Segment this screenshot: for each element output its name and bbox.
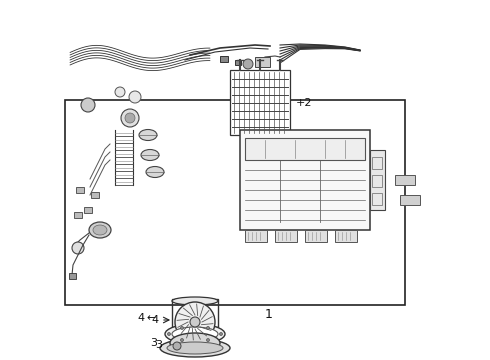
- Bar: [372, 157, 382, 169]
- Circle shape: [121, 109, 139, 127]
- Ellipse shape: [93, 225, 107, 235]
- Bar: [305, 230, 327, 242]
- Circle shape: [115, 87, 125, 97]
- Circle shape: [243, 59, 253, 69]
- Bar: [240, 130, 370, 230]
- Bar: [245, 138, 365, 160]
- Bar: [76, 187, 84, 193]
- Ellipse shape: [170, 333, 220, 353]
- Bar: [84, 207, 92, 213]
- Circle shape: [129, 91, 141, 103]
- Bar: [395, 175, 415, 185]
- Circle shape: [180, 338, 183, 342]
- Circle shape: [180, 327, 183, 329]
- Bar: [372, 193, 382, 205]
- Bar: [91, 192, 99, 198]
- Bar: [220, 56, 228, 62]
- Circle shape: [72, 242, 84, 254]
- Text: +2: +2: [296, 98, 313, 108]
- Circle shape: [168, 333, 171, 336]
- Bar: [235, 60, 241, 65]
- Bar: [335, 230, 357, 242]
- Bar: [255, 57, 270, 67]
- Circle shape: [190, 317, 200, 327]
- Bar: [372, 175, 382, 187]
- Circle shape: [173, 342, 181, 350]
- Text: 1: 1: [265, 309, 273, 321]
- Text: 4: 4: [152, 315, 159, 325]
- Bar: [65, 100, 405, 305]
- Circle shape: [206, 327, 210, 329]
- Bar: [400, 195, 420, 205]
- Circle shape: [81, 98, 95, 112]
- Bar: [245, 230, 267, 242]
- Bar: [370, 150, 385, 210]
- Circle shape: [175, 302, 215, 342]
- Bar: [69, 273, 76, 279]
- Text: 4$\leftarrow$: 4$\leftarrow$: [137, 311, 157, 323]
- Bar: [275, 230, 297, 242]
- Ellipse shape: [172, 297, 218, 305]
- Text: 3: 3: [150, 338, 157, 348]
- Bar: [172, 299, 218, 327]
- Circle shape: [206, 338, 210, 342]
- Bar: [255, 58, 260, 64]
- Ellipse shape: [89, 222, 111, 238]
- Ellipse shape: [167, 342, 223, 354]
- Ellipse shape: [141, 149, 159, 161]
- Ellipse shape: [160, 339, 230, 357]
- Bar: [74, 212, 82, 218]
- Ellipse shape: [165, 324, 225, 344]
- Text: 3: 3: [155, 340, 162, 350]
- Ellipse shape: [139, 130, 157, 140]
- Ellipse shape: [172, 327, 218, 341]
- Bar: [230, 70, 290, 135]
- Circle shape: [220, 333, 222, 336]
- Ellipse shape: [146, 166, 164, 177]
- Circle shape: [125, 113, 135, 123]
